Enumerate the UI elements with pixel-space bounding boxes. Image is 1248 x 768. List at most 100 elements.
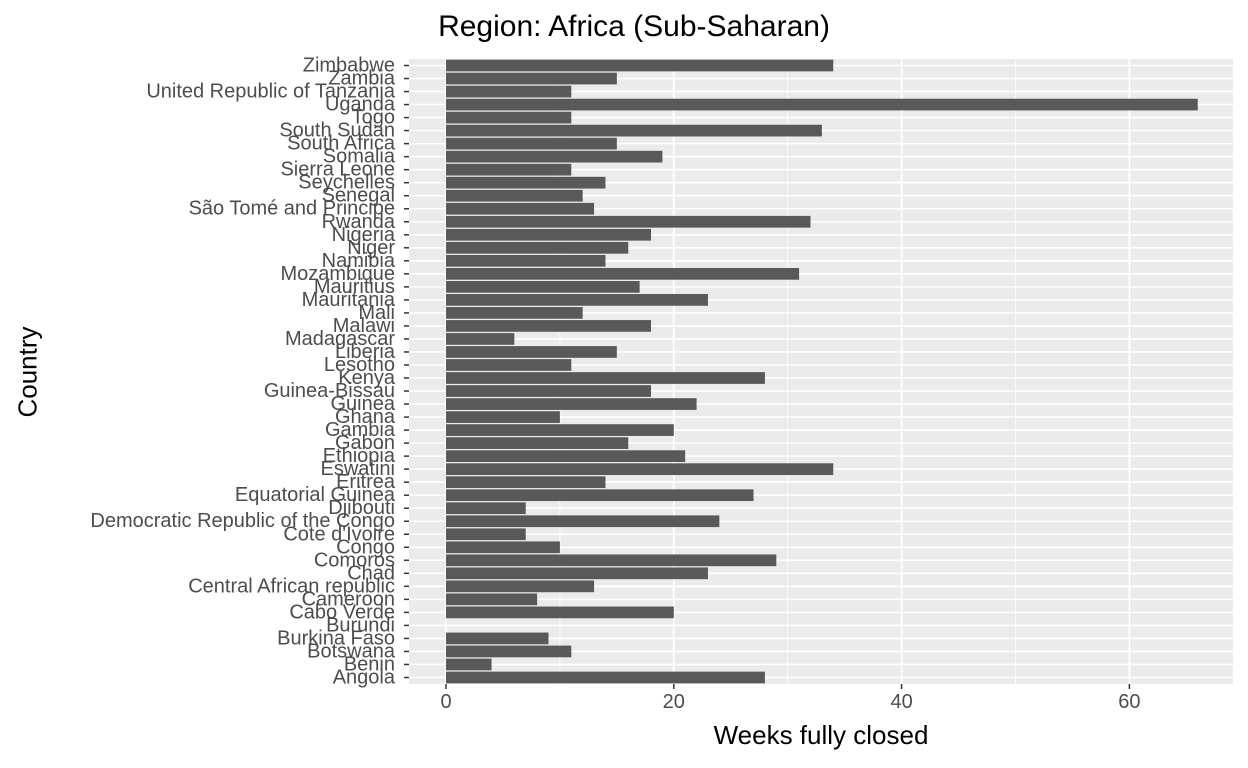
bar [446,411,560,423]
panel-background [409,59,1233,684]
x-tick-label: 0 [440,691,451,713]
bars [446,59,1198,684]
y-tick-label: Guinea-Bissau [264,380,395,402]
y-tick-label: Liberia [335,341,396,363]
y-tick-label: Gambia [325,419,396,441]
y-tick-label: Somalia [323,146,396,168]
y-tick-label: Niger [347,237,395,259]
x-tick-label: 40 [890,691,912,713]
x-axis-title: Weeks fully closed [713,720,929,750]
bar [446,515,720,528]
bar [446,228,652,241]
bar [446,202,595,215]
bar [446,150,663,163]
y-tick-label: São Tomé and Principe [189,198,395,220]
bar [446,450,686,462]
y-tick-label: Mozambique [280,263,395,285]
y-tick-label: Senegal [322,185,395,207]
bar [446,463,834,476]
bar [446,85,572,98]
bar [446,385,652,397]
y-tick-label: Congo [336,536,395,558]
y-tick-label: Mauritius [314,276,395,298]
bar [446,580,595,593]
y-tick-label: Djibouti [328,497,395,519]
chart-title: Region: Africa (Sub-Saharan) [438,10,830,43]
bar [446,528,526,541]
bar [446,189,583,202]
x-tick-label: 60 [1118,691,1140,713]
y-axis-title: Country [12,326,43,418]
y-tick-label: Botswana [307,640,396,662]
y-tick-label: Cabo Verde [289,601,395,623]
y-tick-label: Benin [344,653,395,675]
bar [446,111,572,124]
y-tick-label: Guinea [331,393,396,415]
y-tick-label: Cameroon [302,588,395,610]
y-tick-label: Angola [333,666,396,688]
bar [446,98,1198,111]
y-tick-label: Mali [358,302,395,324]
bar [446,59,834,72]
bar [446,267,800,280]
y-tick-label: Uganda [325,94,396,116]
x-axis-ticks: 0 20 40 60 [440,684,1141,713]
y-tick-label: Rwanda [322,211,396,233]
bar [446,307,583,319]
bar [446,424,674,436]
y-tick-label: Lesotho [324,354,395,376]
x-tick-label: 20 [663,691,685,713]
bar [446,72,617,85]
y-tick-label: Burkina Faso [277,627,395,649]
y-tick-label: Mauritania [302,289,396,311]
bar [446,437,629,449]
y-tick-label: Zambia [328,68,396,90]
y-tick-label: Central African republic [188,575,395,597]
y-tick-label: Malawi [333,315,395,337]
y-tick-label: Eritrea [336,471,396,493]
bar [446,671,765,684]
bar [446,567,708,580]
y-tick-label: Nigeria [332,224,396,246]
y-tick-label: Ghana [335,406,396,428]
bar [446,645,572,658]
y-tick-label: Namibia [322,250,396,272]
y-tick-label: United Republic of Tanzania [146,81,396,103]
y-tick-label: Eswatini [321,458,395,480]
y-tick-label: Sierra Leone [280,159,395,181]
bar [446,320,652,332]
bar [446,215,811,228]
y-tick-label: South Sudan [279,120,395,142]
y-tick-label: Madagascar [285,328,395,350]
y-tick-label: Togo [352,107,395,129]
y-tick-label: Cote d'Ivoire [283,523,395,545]
y-tick-label: Equatorial Guinea [235,484,396,506]
y-tick-label: South Africa [287,133,396,155]
bar [446,176,606,189]
y-tick-label: Chad [347,562,395,584]
bar [446,398,697,410]
bar [446,541,560,554]
y-tick-label: Kenya [338,367,396,389]
y-tick-label: Comoros [314,549,395,571]
bar [446,163,572,176]
bar [446,333,515,345]
bar [446,294,708,306]
y-tick-label: Burundi [326,614,395,636]
y-tick-label: Zimbabwe [303,55,395,77]
bar [446,372,765,384]
bar [446,606,674,619]
bar [446,124,822,137]
bar [446,476,606,489]
bar [446,281,640,293]
bar [446,502,526,515]
y-tick-label: Seychelles [298,172,395,194]
bar [446,254,606,267]
y-tick-label: Democratic Republic of the Congo [90,510,395,532]
bar [446,554,777,567]
bar [446,658,492,671]
bar [446,359,572,371]
